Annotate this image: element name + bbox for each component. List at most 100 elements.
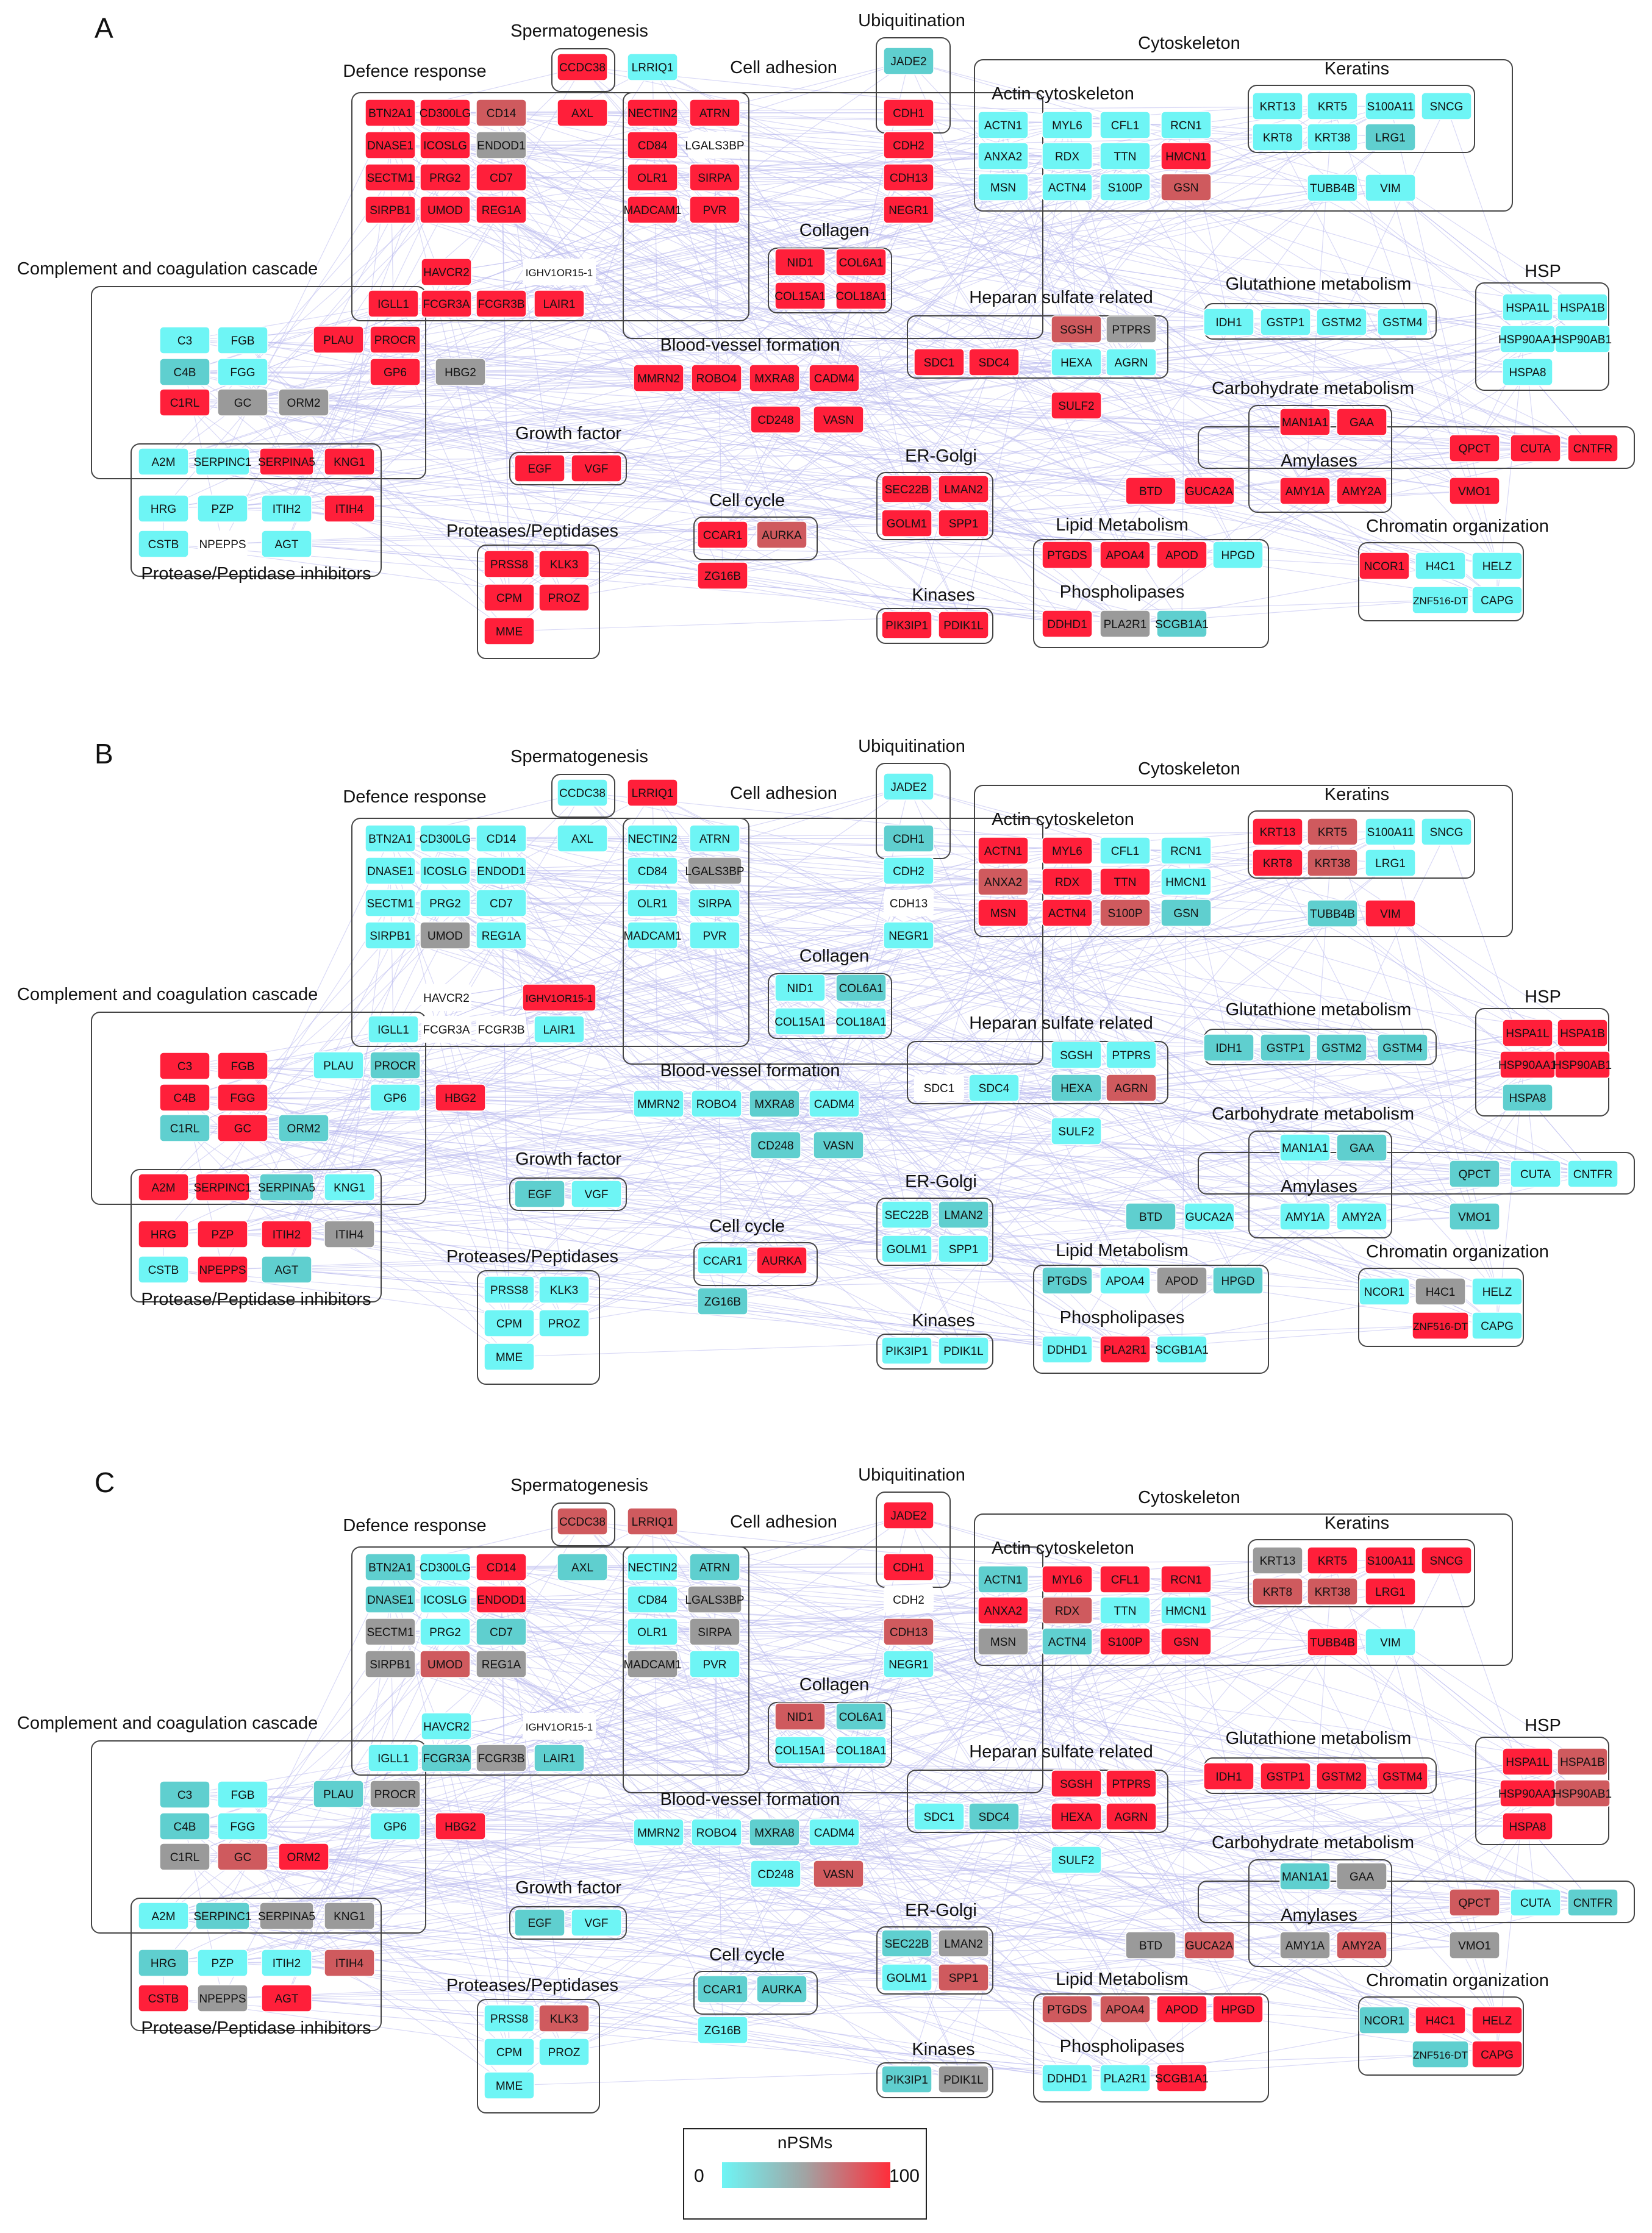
node-label: LRRIQ1: [632, 1516, 674, 1529]
protein-node: SEC22B: [881, 1201, 932, 1229]
group-box: [131, 1169, 382, 1302]
node-label: PDIK1L: [943, 1345, 983, 1358]
edge: [963, 307, 1583, 490]
edge: [834, 187, 1068, 379]
node-box: [138, 495, 189, 523]
node-box: [557, 53, 608, 81]
node-label: SIRPA: [698, 1626, 732, 1639]
node-label: EGF: [527, 1917, 551, 1930]
protein-node: HSP90AB1: [1553, 1051, 1612, 1079]
node-label: SULF2: [1058, 400, 1094, 413]
node-box: [774, 282, 826, 310]
edge: [184, 402, 964, 490]
protein-node: CFL1: [1100, 111, 1151, 139]
node-label: CCDC38: [559, 1516, 606, 1529]
node-label: ICOSLG: [423, 865, 467, 878]
legend-gradient-bar: [722, 2162, 890, 2188]
node-label: MME: [496, 2080, 523, 2093]
protein-node: C1RL: [159, 1114, 210, 1142]
node-box: [633, 1818, 684, 1846]
node-box: [1365, 92, 1416, 120]
node-box: [1100, 1267, 1151, 1295]
edge: [906, 912, 1187, 1249]
node-label: GP6: [384, 1092, 407, 1105]
edge: [1076, 1047, 1403, 1132]
edge: [445, 902, 907, 1351]
node-box: [750, 406, 801, 434]
node-box: [1502, 1748, 1553, 1776]
node-label: APOA4: [1106, 1275, 1145, 1288]
node-box: [627, 1585, 678, 1613]
edge: [774, 1103, 1385, 1292]
edge: [390, 902, 907, 1249]
node-box: [1100, 1596, 1151, 1624]
panel-label: B: [95, 738, 113, 770]
edge: [582, 66, 1126, 188]
node-box: [881, 509, 932, 537]
edge: [963, 1032, 1583, 1249]
edge: [722, 338, 1528, 535]
node-box: [689, 1618, 740, 1646]
node-box: [697, 1287, 748, 1315]
node-box: [881, 1201, 932, 1229]
edge: [1474, 338, 1528, 449]
group-box: [351, 818, 749, 1047]
node-label: HRG: [151, 1957, 176, 1970]
node-label: LGALS3BP: [685, 865, 744, 878]
category-label: Lipid Metabolism: [1056, 1970, 1189, 1989]
node-label: SERPINC1: [193, 456, 251, 469]
node-label: MADCAM1: [623, 204, 681, 217]
node-box: [1307, 849, 1358, 877]
node-label: PLA2R1: [1104, 1344, 1147, 1357]
protein-node: SECTM1: [365, 163, 416, 191]
node-label: CSTB: [148, 538, 179, 551]
node-box: [1160, 111, 1212, 139]
group-box: [1358, 1268, 1524, 1347]
edge: [184, 1097, 350, 1235]
node-label: NCOR1: [1364, 560, 1405, 573]
protein-node: UMOD: [420, 1650, 471, 1678]
protein-node: C1RL: [159, 388, 210, 416]
protein-node: PLAU: [313, 1780, 364, 1808]
node-box: [159, 326, 210, 354]
node-box: [370, 358, 421, 386]
node-label: VIM: [1380, 1637, 1401, 1649]
node-label: CD7: [490, 172, 513, 185]
node-box: [420, 921, 471, 949]
node-label: KRT13: [1260, 1555, 1296, 1568]
edge: [184, 1064, 1583, 1129]
edge: [390, 1631, 907, 1978]
category-label: Kinases: [912, 1311, 974, 1331]
edge: [1304, 421, 1475, 491]
node-box: [697, 562, 748, 590]
node-box: [370, 326, 421, 354]
node-label: CSTB: [148, 1993, 179, 2006]
node-box: [1279, 1134, 1331, 1162]
edge: [1185, 912, 1403, 1048]
node-box: [1100, 899, 1151, 927]
protein-node: MYL6: [1042, 837, 1093, 865]
protein-node: MME: [484, 2071, 535, 2099]
edge: [1185, 1641, 1403, 1777]
node-box: [1203, 1762, 1254, 1790]
protein-node: LGALS3BP: [685, 132, 745, 159]
edge: [445, 1599, 1239, 2010]
protein-node: SECTM1: [365, 889, 416, 917]
node-box: [1100, 1627, 1151, 1656]
category-label: Amylases: [1281, 1906, 1357, 1925]
edge: [395, 1097, 1126, 1281]
protein-node: SULF2: [1051, 1846, 1102, 1874]
node-box: [774, 1736, 826, 1764]
edge: [509, 1610, 1126, 2086]
node-box: [813, 1860, 864, 1888]
protein-node: CUTA: [1510, 1160, 1561, 1188]
node-label: MSN: [990, 182, 1016, 195]
edge: [1332, 1642, 1528, 1794]
node-box: [1051, 1802, 1102, 1831]
edge: [222, 1945, 1475, 1999]
protein-node: CDH2: [883, 857, 934, 885]
protein-node: C4B: [159, 1812, 210, 1840]
node-box: [1307, 92, 1358, 120]
node-box: [1365, 818, 1416, 846]
node-label: JADE2: [890, 781, 926, 794]
